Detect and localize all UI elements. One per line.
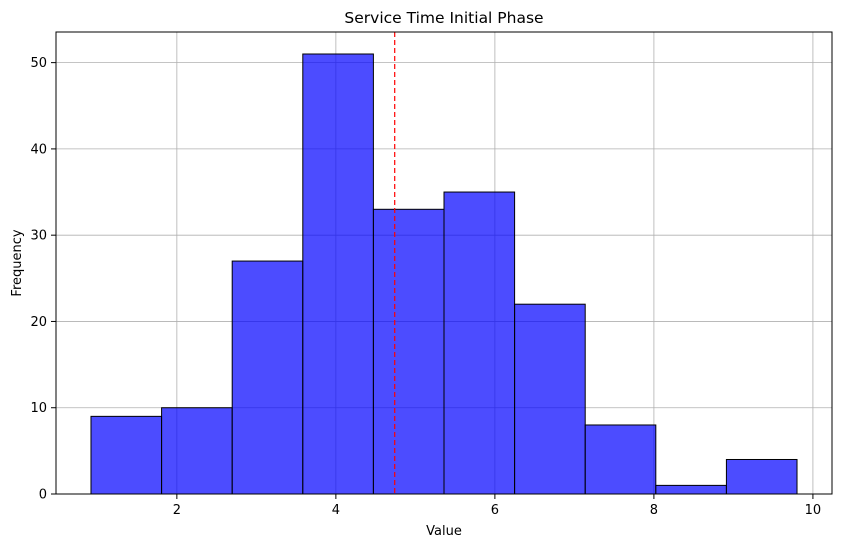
chart-title: Service Time Initial Phase — [344, 9, 543, 27]
x-tick-label: 4 — [332, 503, 340, 518]
x-tick-label: 6 — [491, 503, 499, 518]
y-axis-ticks: 0 10 20 30 40 50 — [30, 56, 56, 503]
x-tick-label: 8 — [650, 503, 658, 518]
y-tick-label: 40 — [30, 142, 47, 157]
x-axis-label: Value — [426, 524, 462, 539]
histogram-bar — [372, 208, 445, 495]
y-tick-label: 30 — [30, 229, 47, 244]
histogram-bar — [231, 260, 304, 495]
histogram-bar — [514, 303, 586, 495]
y-tick-label: 0 — [39, 488, 47, 503]
histogram-bar — [302, 53, 374, 495]
histogram-bar — [90, 415, 163, 495]
plot-frame — [55, 31, 833, 495]
x-axis-ticks: 2 4 6 8 10 — [173, 494, 821, 518]
histogram-bars — [90, 53, 798, 495]
y-axis-label: Frequency — [10, 229, 25, 296]
histogram-bar — [725, 458, 798, 495]
x-tick-label: 10 — [805, 503, 822, 518]
histogram-bar — [655, 484, 727, 495]
histogram-bar — [443, 191, 516, 495]
histogram-bar — [161, 407, 233, 495]
x-tick-label: 2 — [173, 503, 181, 518]
y-tick-label: 10 — [30, 401, 47, 416]
y-tick-label: 20 — [30, 315, 47, 330]
y-tick-label: 50 — [30, 56, 47, 71]
histogram-bar — [584, 424, 657, 495]
